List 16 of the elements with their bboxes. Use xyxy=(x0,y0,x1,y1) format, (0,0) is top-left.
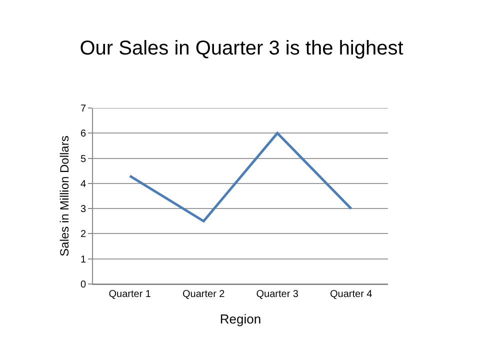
x-tick-label: Quarter 2 xyxy=(182,289,226,300)
line-series xyxy=(128,132,352,222)
x-tick-label: Quarter 1 xyxy=(108,289,152,300)
x-tick-label: Quarter 4 xyxy=(330,289,373,300)
y-tick-label: 1 xyxy=(80,254,86,266)
y-tick-label: 6 xyxy=(80,128,86,140)
x-tick-label: Quarter 3 xyxy=(256,289,299,300)
y-tick-label: 7 xyxy=(80,104,86,114)
y-tick-label: 0 xyxy=(80,280,86,290)
y-tick-label: 3 xyxy=(80,204,86,216)
x-axis-title: Region xyxy=(220,312,262,327)
chart-title: Our Sales in Quarter 3 is the highest xyxy=(80,37,404,60)
y-tick-label: 4 xyxy=(80,178,86,190)
y-tick-label: 5 xyxy=(80,154,86,165)
y-axis-title: Sales in Million Dollars xyxy=(58,136,72,256)
y-tick-label: 2 xyxy=(80,229,86,240)
